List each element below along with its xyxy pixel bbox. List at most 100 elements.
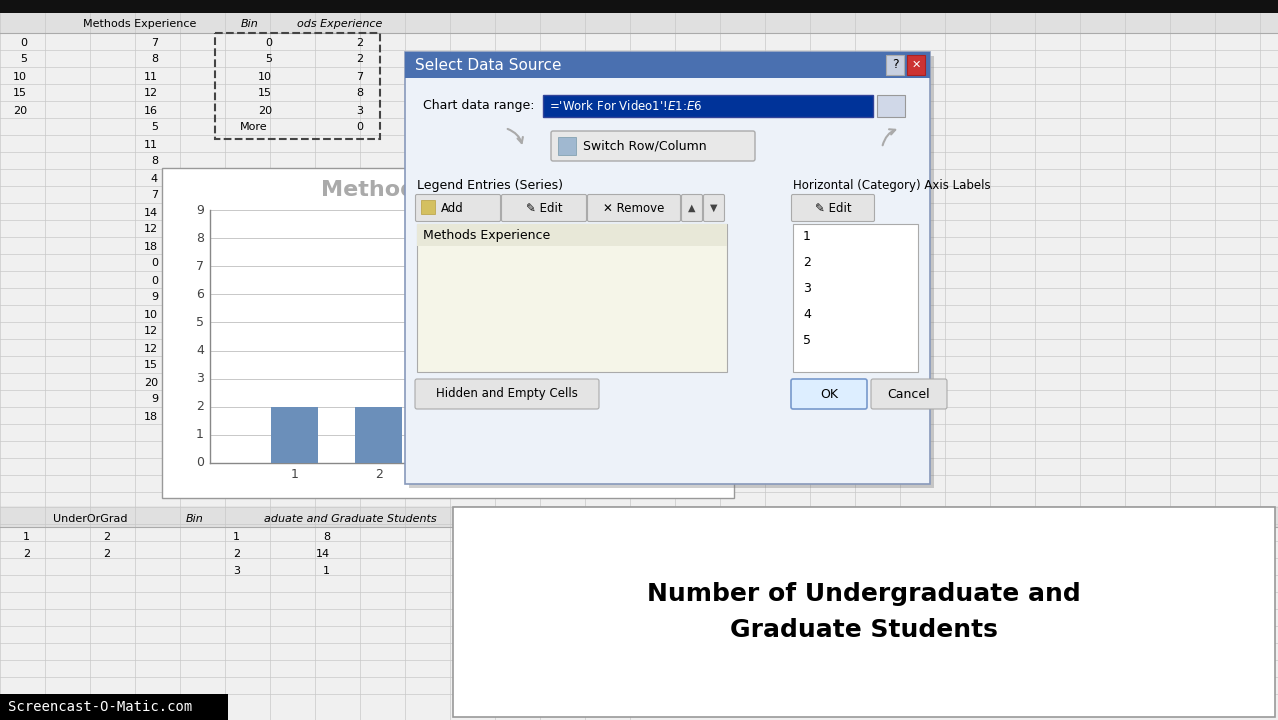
Bar: [0, 507, 1278, 720]
Text: 0: 0: [20, 37, 27, 48]
Text: 16: 16: [144, 106, 158, 115]
Text: 2: 2: [23, 549, 29, 559]
Text: 0: 0: [151, 276, 158, 286]
Text: 0: 0: [196, 456, 204, 469]
Text: 12: 12: [144, 326, 158, 336]
Text: Bin: Bin: [187, 514, 204, 524]
Bar: [215, 33, 380, 139]
Text: 7: 7: [196, 260, 204, 273]
Text: ▼: ▼: [711, 203, 718, 213]
Bar: [886, 55, 904, 75]
Bar: [608, 379, 654, 463]
Bar: [0, 507, 1278, 527]
Text: 2: 2: [233, 549, 240, 559]
Text: ✎ Edit: ✎ Edit: [814, 202, 851, 215]
Text: 1: 1: [196, 428, 204, 441]
Text: 4: 4: [803, 307, 810, 320]
Text: 1: 1: [290, 469, 298, 482]
FancyBboxPatch shape: [872, 379, 947, 409]
Text: Chart data range:: Chart data range:: [423, 99, 534, 112]
Text: 1: 1: [233, 532, 240, 542]
Text: 10: 10: [144, 310, 158, 320]
Text: 3: 3: [803, 282, 810, 294]
Text: 11: 11: [144, 140, 158, 150]
Text: 12: 12: [144, 225, 158, 235]
Text: 0: 0: [357, 122, 363, 132]
Bar: [162, 168, 734, 498]
Text: 8: 8: [151, 156, 158, 166]
FancyBboxPatch shape: [703, 194, 725, 222]
Bar: [877, 95, 905, 117]
Bar: [405, 52, 930, 484]
Text: 7: 7: [355, 71, 363, 81]
Text: Switch Row/Column: Switch Row/Column: [583, 140, 707, 153]
Text: 5: 5: [265, 55, 272, 65]
Text: 20: 20: [144, 377, 158, 387]
Text: ✕ Remove: ✕ Remove: [603, 202, 665, 215]
Text: 0: 0: [151, 258, 158, 269]
FancyBboxPatch shape: [415, 379, 599, 409]
Text: 7: 7: [151, 191, 158, 200]
Text: Number of Undergraduate and
Graduate Students: Number of Undergraduate and Graduate Stu…: [647, 582, 1081, 642]
Bar: [405, 52, 930, 78]
Text: 6: 6: [196, 288, 204, 301]
FancyBboxPatch shape: [791, 194, 874, 222]
Text: ✕: ✕: [911, 60, 920, 70]
Bar: [0, 0, 1278, 13]
Text: 15: 15: [13, 89, 27, 99]
Text: 10: 10: [13, 71, 27, 81]
Text: 8: 8: [151, 55, 158, 65]
Text: 5: 5: [20, 55, 27, 65]
Text: 14: 14: [316, 549, 330, 559]
Bar: [409, 56, 934, 488]
Text: 8: 8: [323, 532, 330, 542]
Text: Methods Experience: Methods Experience: [83, 19, 197, 29]
Text: 12: 12: [144, 89, 158, 99]
Text: Cancel: Cancel: [888, 387, 930, 400]
Bar: [440, 266, 486, 463]
Text: 20: 20: [258, 106, 272, 115]
Bar: [907, 55, 925, 75]
Bar: [271, 407, 317, 463]
Text: 5: 5: [196, 316, 204, 329]
Text: Methods Experience: Methods Experience: [321, 180, 575, 200]
Text: aduate and Graduate Students: aduate and Graduate Students: [263, 514, 436, 524]
Text: More: More: [240, 122, 267, 132]
Text: 2: 2: [102, 549, 110, 559]
Text: 2: 2: [374, 469, 382, 482]
Text: 8: 8: [355, 89, 363, 99]
Text: 2: 2: [803, 256, 810, 269]
Text: 0: 0: [265, 37, 272, 48]
Text: Select Data Source: Select Data Source: [415, 58, 561, 73]
FancyBboxPatch shape: [588, 194, 680, 222]
Text: Bin: Bin: [242, 19, 259, 29]
Text: 9: 9: [196, 204, 204, 217]
Bar: [417, 224, 727, 246]
Text: 2: 2: [355, 37, 363, 48]
Text: 18: 18: [144, 241, 158, 251]
Text: ▲: ▲: [689, 203, 695, 213]
Text: ods Experience: ods Experience: [298, 19, 382, 29]
Text: UnderOrGrad: UnderOrGrad: [52, 514, 128, 524]
Bar: [524, 238, 570, 463]
Bar: [0, 13, 1278, 33]
Text: 3: 3: [459, 469, 466, 482]
Text: 2: 2: [355, 55, 363, 65]
Text: 1: 1: [803, 230, 810, 243]
Text: 15: 15: [144, 361, 158, 371]
Text: Screencast-O-Matic.com: Screencast-O-Matic.com: [8, 700, 192, 714]
Text: 2: 2: [102, 532, 110, 542]
Text: 8: 8: [196, 232, 204, 245]
Text: 3: 3: [196, 372, 204, 385]
Text: 12: 12: [144, 343, 158, 354]
Bar: [420, 200, 435, 214]
Text: 4: 4: [196, 344, 204, 357]
Text: ='Work For Video1'!$E$1:$E$6: ='Work For Video1'!$E$1:$E$6: [550, 99, 703, 113]
Text: Add: Add: [441, 202, 464, 215]
Text: Horizontal (Category) Axis Labels: Horizontal (Category) Axis Labels: [794, 179, 990, 192]
FancyBboxPatch shape: [551, 131, 755, 161]
FancyBboxPatch shape: [681, 194, 703, 222]
Text: 18: 18: [144, 412, 158, 421]
Text: 10: 10: [258, 71, 272, 81]
Text: 5: 5: [151, 122, 158, 132]
